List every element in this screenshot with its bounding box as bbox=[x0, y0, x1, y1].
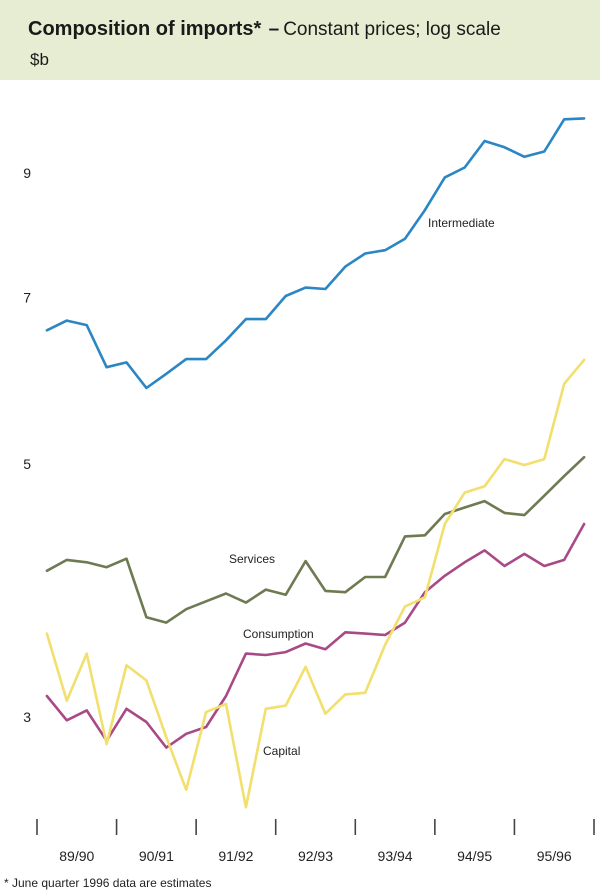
x-tick-label-89-90: 89/90 bbox=[59, 848, 94, 864]
series-line-capital bbox=[45, 358, 586, 809]
y-tick-label-9: 9 bbox=[23, 165, 31, 181]
x-tick-label-90-91: 90/91 bbox=[139, 848, 174, 864]
header-banner bbox=[0, 0, 600, 80]
series-label-services: Services bbox=[229, 552, 275, 566]
y-tick-label-7: 7 bbox=[23, 289, 31, 305]
series-label-consumption: Consumption bbox=[243, 627, 314, 641]
x-tick-label-95-96: 95/96 bbox=[537, 848, 572, 864]
series-line-consumption bbox=[45, 522, 586, 749]
title-dash: – bbox=[268, 19, 280, 40]
footnote: * June quarter 1996 data are estimates bbox=[4, 876, 212, 890]
series-label-intermediate: Intermediate bbox=[428, 216, 495, 230]
x-tick-label-94-95: 94/95 bbox=[457, 848, 492, 864]
y-tick-label-3: 3 bbox=[23, 709, 31, 725]
y-unit-label: $b bbox=[30, 50, 49, 69]
x-tick-label-93-94: 93/94 bbox=[378, 848, 413, 864]
y-tick-label-5: 5 bbox=[23, 456, 31, 472]
line-chart: 3 5 7 9 89/90 90/91 91/92 92/93 93/94 94/95 95/96 I… bbox=[23, 117, 595, 864]
x-tick-label-91-92: 91/92 bbox=[218, 848, 253, 864]
chart-subtitle: Constant prices; log scale bbox=[283, 19, 501, 40]
series-line-services bbox=[45, 455, 586, 624]
series-label-capital: Capital bbox=[263, 744, 300, 758]
x-tick-label-92-93: 92/93 bbox=[298, 848, 333, 864]
chart-title: Composition of imports* – Constant prices… bbox=[28, 18, 501, 41]
title-asterisk: * bbox=[253, 18, 262, 40]
title-main: Composition of imports bbox=[28, 18, 254, 40]
series-line-intermediate bbox=[45, 117, 586, 390]
